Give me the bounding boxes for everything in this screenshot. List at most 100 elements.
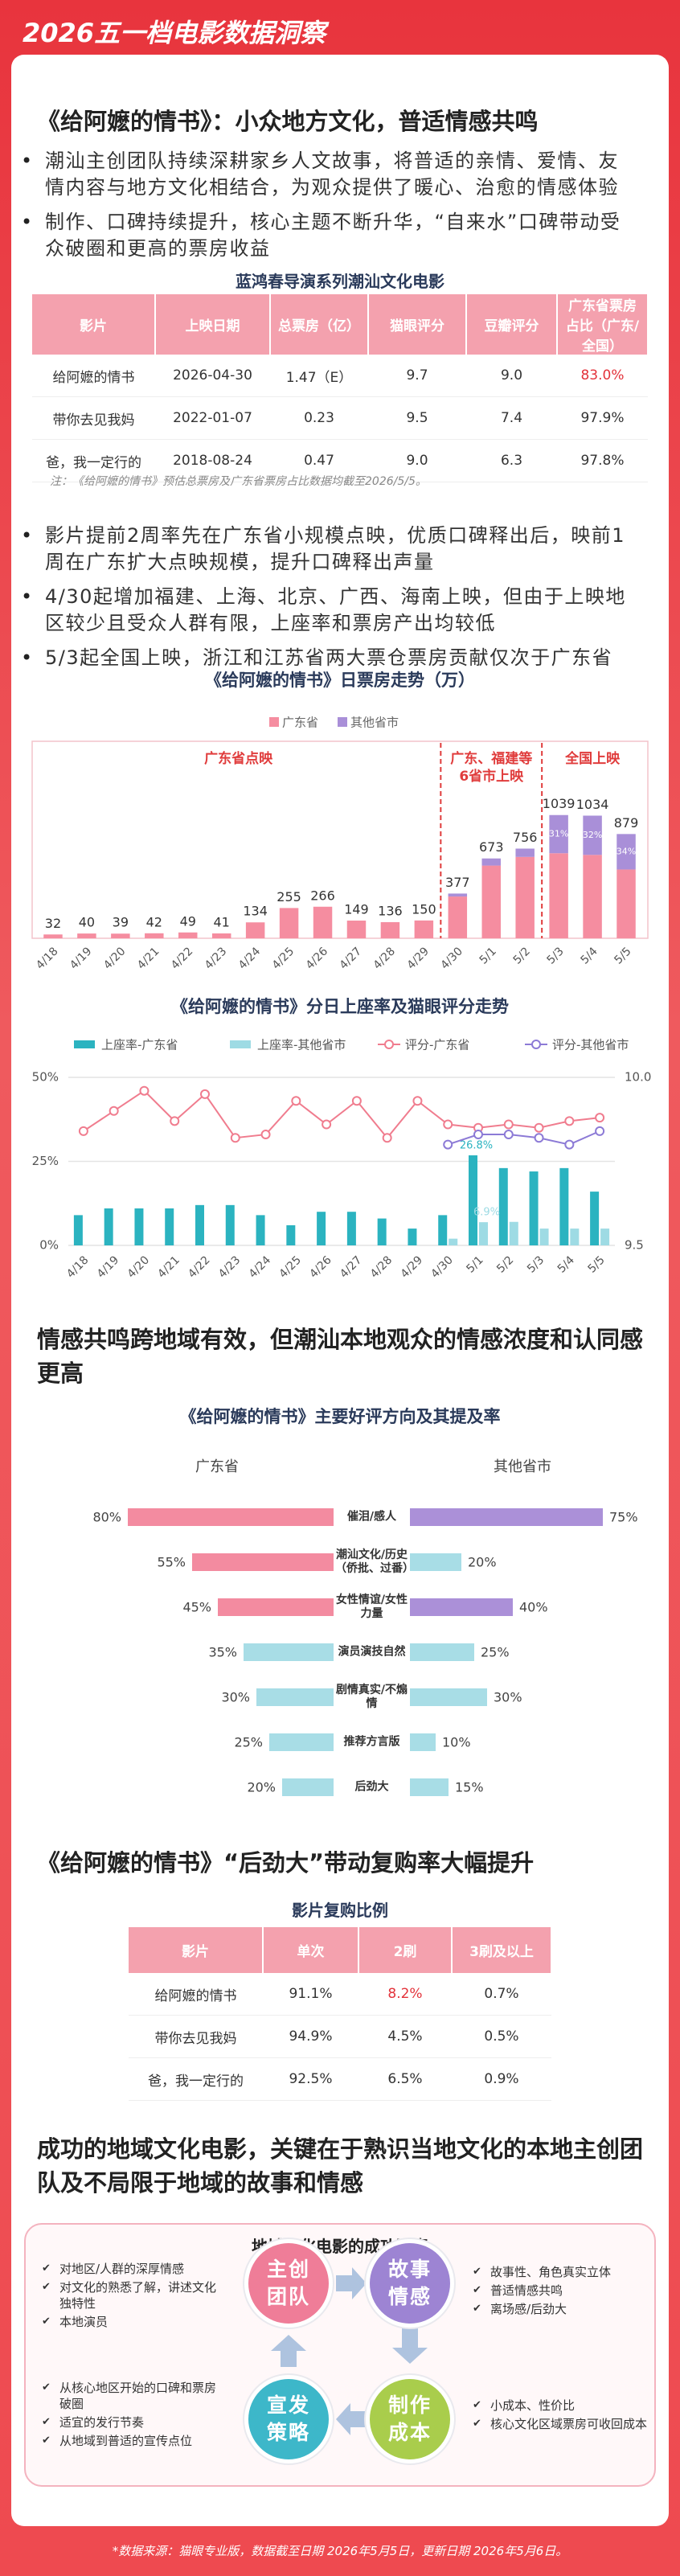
value-label: 80% — [92, 1509, 121, 1525]
x-tick-label: 4/23 — [203, 945, 230, 972]
bar — [479, 1222, 488, 1245]
bar — [218, 1598, 334, 1616]
phase-label: 6省市上映 — [459, 768, 524, 785]
bar — [346, 1212, 356, 1245]
x-tick-label: 4/18 — [34, 945, 61, 972]
table-cell: 8.2% — [358, 1973, 452, 2016]
x-tick-label: 5/4 — [555, 1253, 577, 1275]
arrow — [336, 2403, 367, 2435]
line-marker — [534, 1122, 544, 1133]
bullet: 4/30起增加福建、上海、北京、广西、海南上映，但由于上映地区较少且受众人群有限… — [21, 584, 636, 637]
category-label: 女性情谊/女性力量 — [335, 1594, 408, 1620]
x-tick-label: 5/1 — [477, 945, 499, 966]
table-row: 爸，我一定行的 92.5% 6.5% 0.9% — [129, 2057, 551, 2101]
bar-segment — [617, 869, 636, 938]
x-tick-label: 4/29 — [399, 1253, 426, 1281]
point: 离场感/后劲大 — [473, 2301, 649, 2317]
value-label: 45% — [182, 1599, 211, 1615]
section-title: 情感共鸣跨地域有效，但潮汕本地观众的情感浓度和认同感更高 — [37, 1326, 644, 1387]
node-label: 故事情感 — [387, 2258, 432, 2308]
bar-segment — [245, 922, 265, 938]
value-label: 6.9% — [473, 1207, 500, 1219]
bar — [73, 1215, 83, 1245]
category-label: 演员演技自然 — [338, 1645, 406, 1659]
x-tick-label: 4/23 — [216, 1253, 244, 1281]
value-label: 30% — [494, 1689, 522, 1705]
table-cell: 4.5% — [358, 2015, 452, 2058]
point: 从核心地区开始的口碑和票房破圈 — [42, 2380, 223, 2412]
y2-tick-label: 10.0 — [625, 1070, 651, 1085]
legend-swatch — [338, 717, 347, 727]
bar-segment — [481, 858, 501, 866]
bar — [410, 1553, 461, 1571]
total-label: 1034 — [576, 797, 609, 812]
bar — [165, 1208, 174, 1245]
bar-segment — [515, 856, 535, 938]
arrow — [392, 2332, 428, 2364]
bar — [410, 1643, 474, 1661]
bullet: 5/3起全国上映，浙江和江苏省两大票仓票房贡献仅次于广东省 — [21, 645, 636, 671]
x-tick-label: 4/27 — [338, 945, 365, 972]
table-cell: 0.7% — [452, 1973, 551, 2016]
table-cell: 7.4 — [466, 396, 557, 440]
bar-segment — [414, 920, 434, 938]
y-tick-label: 0% — [39, 1238, 59, 1253]
legend-label: 广东省 — [282, 716, 318, 730]
x-tick-label: 4/20 — [101, 945, 129, 972]
line-marker — [230, 1133, 240, 1143]
bar-segment — [178, 932, 198, 938]
point: 核心文化区域票房可收回成本 — [473, 2416, 649, 2432]
x-tick-label: 4/20 — [125, 1253, 153, 1281]
x-tick-label: 5/3 — [525, 1253, 547, 1275]
table-cell: 0.23 — [270, 396, 368, 440]
table-cell: 97.9% — [557, 396, 648, 440]
x-tick-label: 5/5 — [586, 1253, 608, 1275]
total-label: 150 — [412, 901, 436, 917]
table-cell: 9.0 — [368, 439, 466, 482]
y2-tick-label: 9.5 — [625, 1238, 644, 1253]
phase-label: 广东、福建等 — [450, 750, 532, 767]
bar — [410, 1778, 449, 1796]
bar-segment — [448, 893, 468, 897]
legend-label: 评分-其他省市 — [552, 1038, 629, 1052]
side-label: 广东省 — [195, 1458, 239, 1475]
header-cell: 影片 — [32, 294, 156, 355]
bullet-list: 潮汕主创团队持续深耕家乡人文故事，将普适的亲情、爱情、友情内容与地方文化相结合，… — [21, 148, 636, 270]
legend-swatch — [74, 1040, 95, 1048]
point: 本地演员 — [42, 2314, 223, 2330]
value-label: 20% — [468, 1554, 497, 1570]
line-marker — [139, 1085, 150, 1096]
header-cell: 广东省票房占比（广东/全国） — [557, 294, 649, 355]
x-tick-label: 4/28 — [368, 1253, 395, 1281]
value-label: 15% — [455, 1779, 484, 1795]
chart-title: 《给阿嬷的情书》主要好评方向及其提及率 — [179, 1407, 501, 1426]
bar — [449, 1238, 458, 1245]
total-label: 149 — [344, 902, 369, 917]
section-title: 《给阿嬷的情书》“后劲大”带动复购率大幅提升 — [37, 1849, 535, 1877]
bar-segment — [617, 834, 636, 870]
bar — [539, 1229, 549, 1245]
table-row: 爸，我一定行的 2018-08-24 0.47 9.0 6.3 97.8% — [32, 439, 648, 482]
bar — [128, 1508, 334, 1526]
x-tick-label: 5/4 — [578, 945, 600, 966]
table-cell: 0.5% — [452, 2015, 551, 2058]
category-label: 潮汕文化/历史（侨批、过番） — [335, 1548, 414, 1575]
line-marker — [503, 1130, 514, 1140]
x-tick-label: 4/21 — [155, 1253, 182, 1281]
section-title: 成功的地域文化电影，关键在于熟识当地文化的本地主创团队及不局限于地域的故事和情感 — [37, 2135, 644, 2197]
x-tick-label: 4/24 — [247, 1253, 274, 1281]
bullet: 影片提前2周率先在广东省小规模点映，优质口碑释出后，映前1周在广东扩大点映规模，… — [21, 523, 636, 576]
bar — [410, 1688, 487, 1706]
x-tick-label: 5/5 — [612, 945, 633, 966]
table-cell: 爸，我一定行的 — [129, 2057, 263, 2101]
bar — [269, 1733, 334, 1751]
line-marker — [382, 1133, 392, 1143]
bar-segment — [111, 933, 130, 938]
legend-swatch — [269, 717, 279, 727]
table-cell: 97.8% — [557, 439, 648, 482]
table-cell: 2018-08-24 — [155, 439, 270, 482]
node-label: 主创团队 — [266, 2258, 310, 2308]
x-tick-label: 4/22 — [186, 1253, 213, 1281]
total-label: 49 — [180, 913, 196, 929]
table: 影片 上映日期 总票房（亿） 猫眼评分 豆瓣评分 广东省票房占比（广东/全国） 给阿嬷的情书… — [32, 294, 649, 482]
